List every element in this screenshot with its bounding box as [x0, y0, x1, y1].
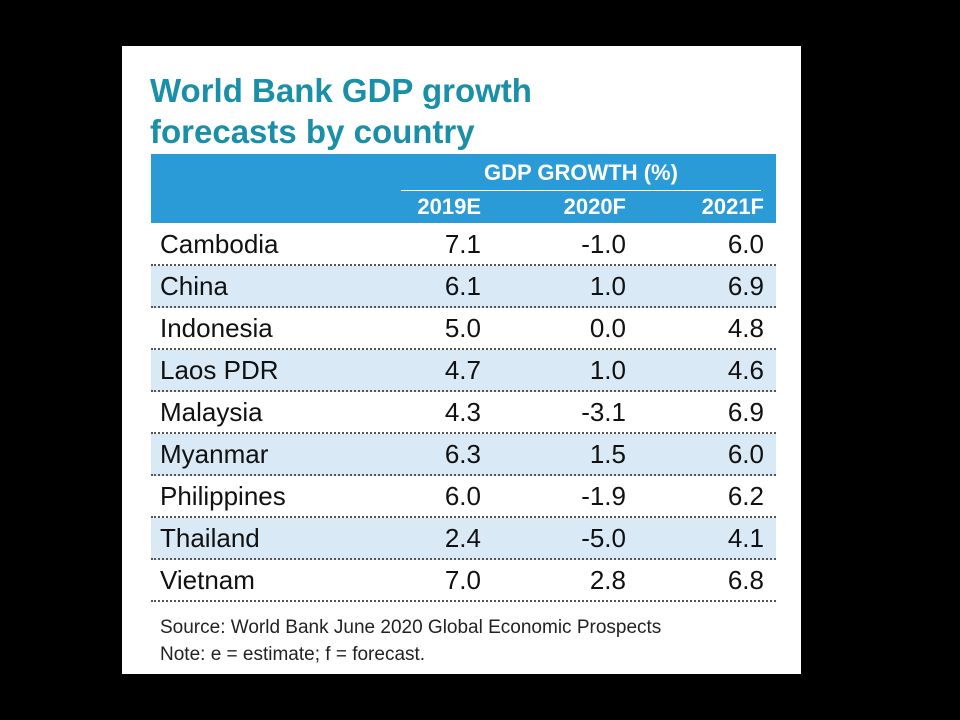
chart-panel: World Bank GDP growth forecasts by count… — [122, 46, 801, 674]
table-row: Laos PDR 4.7 1.0 4.6 — [151, 350, 776, 392]
value-2020f: 2.8 — [589, 565, 626, 595]
table-row: Philippines 6.0 -1.9 6.2 — [151, 476, 776, 518]
value-2019e: 5.0 — [444, 313, 481, 343]
chart-title-line: World Bank GDP growth forecasts by count… — [150, 72, 532, 150]
source-note: Source: World Bank June 2020 Global Econ… — [160, 617, 662, 638]
table-row: Thailand 2.4 -5.0 4.1 — [151, 518, 776, 560]
table-row: Vietnam 7.0 2.8 6.8 — [151, 560, 776, 602]
table-row: Myanmar 6.3 1.5 6.0 — [151, 434, 776, 476]
table-body: Cambodia 7.1 -1.0 6.0 China 6.1 1.0 6.9 Indonesi… — [151, 224, 776, 602]
value-2021f: 4.8 — [727, 313, 764, 343]
value-2019e: 7.0 — [444, 565, 481, 595]
value-2019e: 7.1 — [444, 229, 481, 259]
country-name: China — [160, 271, 228, 301]
country-name: Myanmar — [160, 439, 269, 469]
table-row: Indonesia 5.0 0.0 4.8 — [151, 308, 776, 350]
value-2021f: 6.0 — [727, 439, 764, 469]
column-header-2019e: 2019E — [417, 194, 481, 219]
chart-title: World Bank GDP growth forecasts by count… — [150, 70, 620, 152]
value-2020f: 1.0 — [589, 355, 626, 385]
value-2020f: -3.1 — [581, 397, 626, 427]
group-header-rule — [401, 190, 761, 191]
value-2021f: 6.9 — [727, 271, 764, 301]
value-2021f: 6.8 — [727, 565, 764, 595]
column-header-2020f: 2020F — [563, 194, 626, 219]
value-2019e: 4.3 — [444, 397, 481, 427]
value-2021f: 6.2 — [727, 481, 764, 511]
table-row: China 6.1 1.0 6.9 — [151, 266, 776, 308]
country-name: Indonesia — [160, 313, 273, 343]
column-header-2021f: 2021F — [701, 194, 764, 219]
country-name: Laos PDR — [160, 355, 279, 385]
value-2021f: 6.9 — [727, 397, 764, 427]
value-2019e: 6.1 — [444, 271, 481, 301]
value-2020f: -1.9 — [581, 481, 626, 511]
country-name: Thailand — [160, 523, 260, 553]
country-name: Vietnam — [160, 565, 255, 595]
table-row: Malaysia 4.3 -3.1 6.9 — [151, 392, 776, 434]
value-2019e: 6.3 — [444, 439, 481, 469]
value-2021f: 6.0 — [727, 229, 764, 259]
value-2021f: 4.1 — [727, 523, 764, 553]
value-2020f: 1.5 — [589, 439, 626, 469]
footnote: Note: e = estimate; f = forecast. — [160, 644, 426, 665]
country-name: Cambodia — [160, 229, 279, 259]
value-2021f: 4.6 — [727, 355, 764, 385]
value-2019e: 2.4 — [444, 523, 481, 553]
country-name: Philippines — [160, 481, 286, 511]
value-2020f: -1.0 — [581, 229, 626, 259]
value-2019e: 4.7 — [444, 355, 481, 385]
group-header-label: GDP GROWTH (%) — [484, 160, 678, 185]
table-header: GDP GROWTH (%) 2019E 2020F 2021F — [151, 154, 776, 223]
value-2020f: 0.0 — [589, 313, 626, 343]
value-2020f: -5.0 — [581, 523, 626, 553]
value-2020f: 1.0 — [589, 271, 626, 301]
country-name: Malaysia — [160, 397, 263, 427]
table-row: Cambodia 7.1 -1.0 6.0 — [151, 224, 776, 266]
value-2019e: 6.0 — [444, 481, 481, 511]
